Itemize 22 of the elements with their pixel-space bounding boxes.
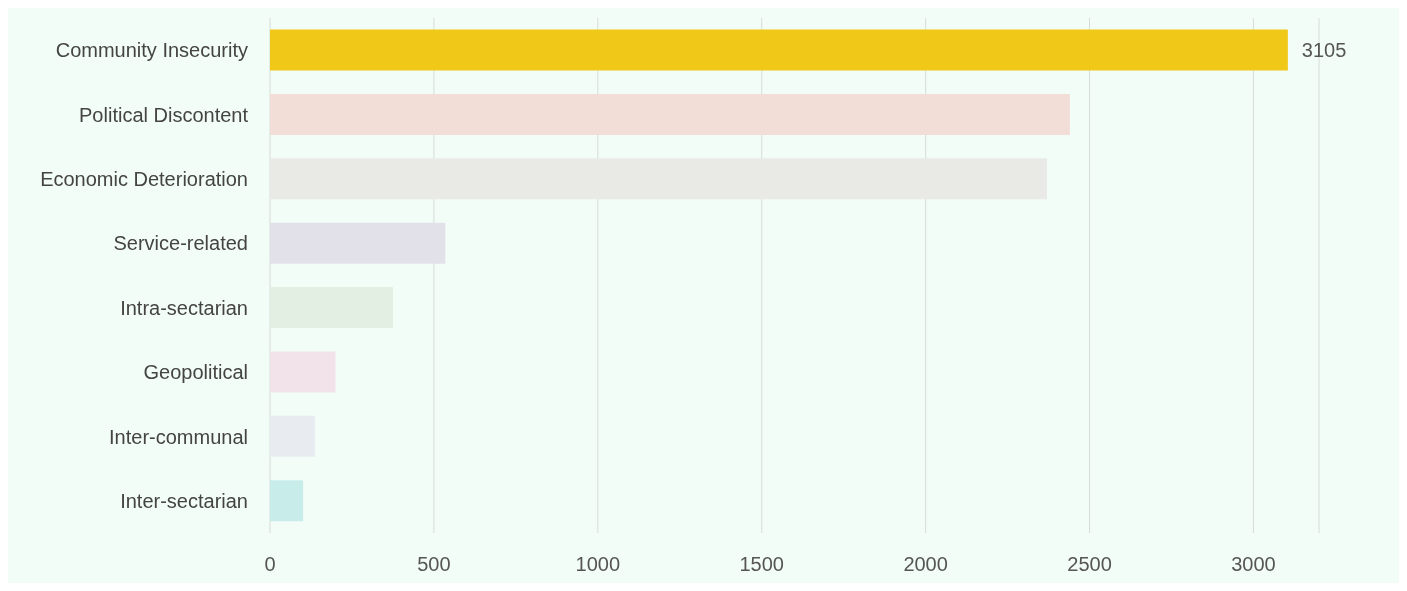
y-tick-label: Political Discontent [79, 103, 249, 126]
y-tick-label: Geopolitical [143, 361, 248, 384]
y-tick-label: Community Insecurity [55, 39, 248, 62]
bar [270, 158, 1047, 200]
bar [270, 480, 304, 522]
y-tick-label: Inter-sectarian [120, 489, 248, 512]
bar [270, 351, 336, 393]
x-tick-label: 3000 [1231, 553, 1276, 576]
bar [270, 29, 1288, 71]
data-label: 3105 [1301, 39, 1347, 62]
y-tick-label: Inter-communal [109, 425, 248, 448]
y-tick-label: Intra-sectarian [120, 296, 248, 319]
x-tick-label: 1000 [575, 553, 621, 576]
y-tick-label: Service-related [113, 232, 248, 255]
x-tick-label: 500 [417, 553, 451, 576]
x-tick-label: 2500 [1067, 553, 1112, 576]
x-tick-label: 1500 [739, 553, 784, 576]
x-tick-label: 0 [264, 553, 276, 576]
y-tick-label: Economic Deterioration [40, 168, 248, 191]
bar [270, 222, 446, 264]
bar [270, 93, 1070, 135]
x-tick-label: 2000 [903, 553, 948, 576]
